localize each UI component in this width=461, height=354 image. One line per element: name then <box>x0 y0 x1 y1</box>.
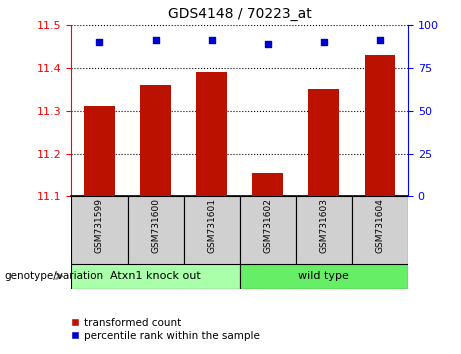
Point <box>376 38 384 43</box>
Bar <box>296 196 352 264</box>
Text: GSM731601: GSM731601 <box>207 199 216 253</box>
Bar <box>71 196 128 264</box>
Bar <box>240 264 408 289</box>
Text: GSM731602: GSM731602 <box>263 199 272 253</box>
Text: wild type: wild type <box>298 271 349 281</box>
Text: GSM731600: GSM731600 <box>151 199 160 253</box>
Bar <box>240 196 296 264</box>
Point <box>152 38 160 43</box>
Bar <box>140 85 171 196</box>
Text: genotype/variation: genotype/variation <box>5 271 104 281</box>
Text: GSM731599: GSM731599 <box>95 199 104 253</box>
Legend: transformed count, percentile rank within the sample: transformed count, percentile rank withi… <box>65 314 264 345</box>
Point <box>208 38 215 43</box>
Text: Atxn1 knock out: Atxn1 knock out <box>110 271 201 281</box>
Point <box>264 41 272 46</box>
Bar <box>128 196 183 264</box>
Point <box>96 39 103 45</box>
Bar <box>183 196 240 264</box>
Bar <box>365 55 396 196</box>
Text: GSM731604: GSM731604 <box>375 199 384 253</box>
Point <box>320 39 327 45</box>
Bar <box>84 106 115 196</box>
Title: GDS4148 / 70223_at: GDS4148 / 70223_at <box>168 7 312 21</box>
Bar <box>352 196 408 264</box>
Bar <box>196 72 227 196</box>
Text: GSM731603: GSM731603 <box>319 199 328 253</box>
Bar <box>308 89 339 196</box>
Bar <box>252 173 283 196</box>
Bar <box>71 264 240 289</box>
